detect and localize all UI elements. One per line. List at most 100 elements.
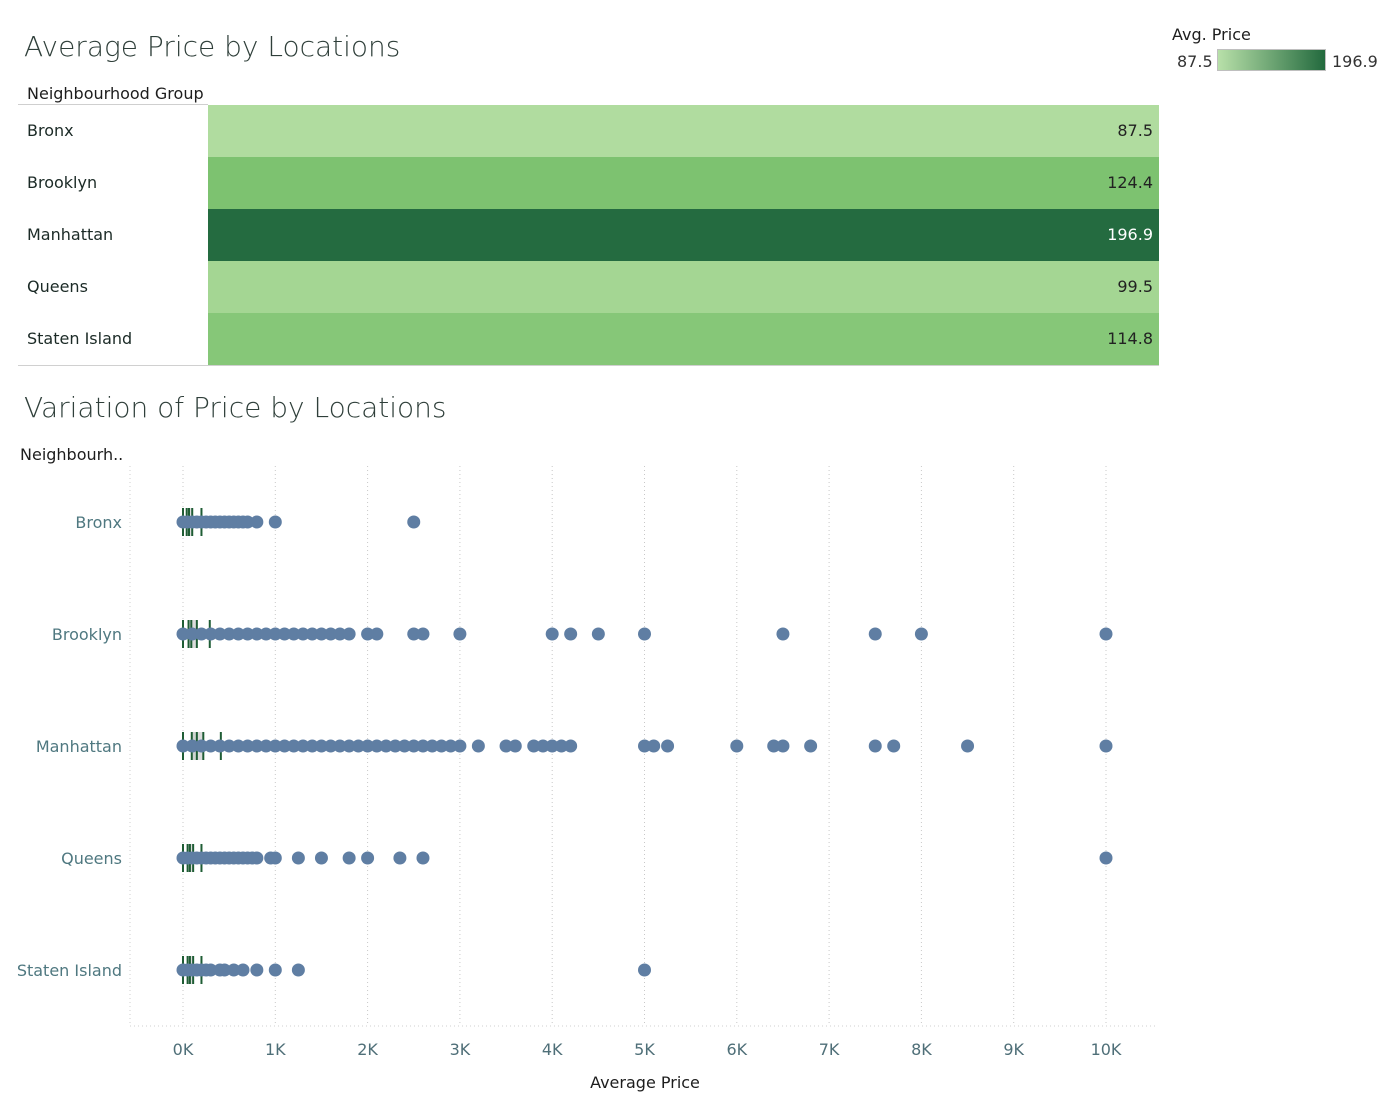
data-point bbox=[638, 627, 651, 641]
table-chart-title: Average Price by Locations bbox=[24, 30, 401, 63]
data-point bbox=[231, 739, 245, 753]
y-category-label: Queens bbox=[61, 849, 122, 868]
table-row[interactable]: Manhattan 196.9 bbox=[18, 209, 1159, 261]
data-point bbox=[416, 851, 430, 865]
data-point bbox=[314, 627, 328, 641]
data-point bbox=[361, 739, 375, 753]
y-category-label: Manhattan bbox=[36, 737, 122, 756]
data-point bbox=[296, 739, 310, 753]
color-cell[interactable]: 87.5 bbox=[208, 105, 1159, 157]
data-point bbox=[287, 627, 301, 641]
data-point bbox=[407, 739, 421, 753]
color-cell[interactable]: 196.9 bbox=[208, 209, 1159, 261]
data-point bbox=[204, 627, 218, 641]
data-point bbox=[236, 963, 250, 977]
data-point bbox=[213, 739, 227, 753]
data-point bbox=[545, 739, 559, 753]
y-category-label: Bronx bbox=[75, 513, 122, 532]
data-point bbox=[250, 627, 264, 641]
x-tick-label: 3K bbox=[450, 1040, 471, 1059]
color-cell[interactable]: 114.8 bbox=[208, 313, 1159, 365]
data-point bbox=[564, 627, 578, 641]
data-point bbox=[434, 739, 448, 753]
data-point bbox=[453, 627, 467, 641]
neighbourhood-axis-header: Neighbourh.. bbox=[20, 445, 124, 464]
data-point bbox=[351, 739, 365, 753]
data-point bbox=[554, 739, 568, 753]
data-point bbox=[361, 851, 375, 865]
cell-value: 114.8 bbox=[1107, 329, 1153, 348]
color-cell[interactable]: 124.4 bbox=[208, 157, 1159, 209]
data-point bbox=[259, 739, 273, 753]
data-point bbox=[305, 739, 319, 753]
legend-min-label: 87.5 bbox=[1177, 52, 1213, 71]
data-point bbox=[250, 739, 264, 753]
legend-title: Avg. Price bbox=[1172, 25, 1251, 44]
data-point bbox=[545, 627, 559, 641]
data-point bbox=[278, 739, 292, 753]
data-point bbox=[804, 739, 818, 753]
data-point bbox=[342, 627, 356, 641]
data-point bbox=[638, 739, 651, 753]
row-label: Staten Island bbox=[27, 329, 133, 348]
data-point bbox=[268, 627, 282, 641]
data-point bbox=[268, 851, 282, 865]
data-point bbox=[291, 851, 305, 865]
table-row[interactable]: Staten Island 114.8 bbox=[18, 313, 1159, 365]
axis-labels: 0K 1K 2K 3K 4K 5K 6K 7K 8K 9K 10K Bronx Brooklyn Manh… bbox=[17, 513, 1122, 1059]
data-point bbox=[370, 739, 384, 753]
row-label: Manhattan bbox=[27, 225, 114, 244]
header-divider bbox=[18, 104, 208, 105]
cell-value: 87.5 bbox=[1117, 121, 1153, 140]
table-row[interactable]: Brooklyn 124.4 bbox=[18, 157, 1159, 209]
data-points bbox=[176, 515, 1113, 977]
scatter-chart-title: Variation of Price by Locations bbox=[24, 391, 447, 424]
data-point bbox=[416, 739, 430, 753]
data-point bbox=[278, 627, 292, 641]
data-point bbox=[361, 627, 375, 641]
data-point bbox=[471, 739, 485, 753]
data-point bbox=[868, 627, 882, 641]
data-point bbox=[268, 515, 282, 529]
x-tick-label: 9K bbox=[1003, 1040, 1024, 1059]
table-row[interactable]: Bronx 87.5 bbox=[18, 105, 1159, 157]
data-point bbox=[296, 627, 310, 641]
data-point bbox=[961, 739, 975, 753]
data-point bbox=[204, 963, 218, 977]
data-point bbox=[259, 627, 273, 641]
data-point bbox=[227, 963, 241, 977]
y-category-label: Staten Island bbox=[17, 961, 122, 980]
data-point bbox=[218, 963, 232, 977]
data-point bbox=[407, 627, 421, 641]
data-point bbox=[194, 739, 208, 753]
data-point bbox=[222, 739, 236, 753]
data-point bbox=[638, 963, 651, 977]
data-point bbox=[393, 851, 407, 865]
data-point bbox=[333, 627, 347, 641]
x-tick-label: 1K bbox=[265, 1040, 286, 1059]
color-cell[interactable]: 99.5 bbox=[208, 261, 1159, 313]
x-tick-label: 10K bbox=[1091, 1040, 1122, 1059]
data-point bbox=[1099, 851, 1113, 865]
data-point bbox=[379, 739, 393, 753]
x-tick-label: 6K bbox=[726, 1040, 747, 1059]
data-point bbox=[868, 739, 882, 753]
x-tick-label: 7K bbox=[819, 1040, 840, 1059]
x-tick-label: 0K bbox=[173, 1040, 194, 1059]
data-point bbox=[287, 739, 301, 753]
data-point bbox=[342, 851, 356, 865]
data-point bbox=[536, 739, 550, 753]
color-legend-gradient bbox=[1217, 49, 1326, 71]
row-label: Queens bbox=[27, 277, 88, 296]
data-point bbox=[314, 851, 328, 865]
data-point bbox=[661, 739, 675, 753]
table-bottom-border bbox=[18, 365, 1159, 366]
y-category-label: Brooklyn bbox=[52, 625, 122, 644]
data-point bbox=[185, 627, 199, 641]
data-point bbox=[453, 739, 467, 753]
data-point bbox=[250, 515, 264, 529]
neighbourhood-group-header: Neighbourhood Group bbox=[27, 84, 204, 103]
data-point bbox=[914, 627, 928, 641]
table-row[interactable]: Queens 99.5 bbox=[18, 261, 1159, 313]
data-point bbox=[416, 627, 430, 641]
